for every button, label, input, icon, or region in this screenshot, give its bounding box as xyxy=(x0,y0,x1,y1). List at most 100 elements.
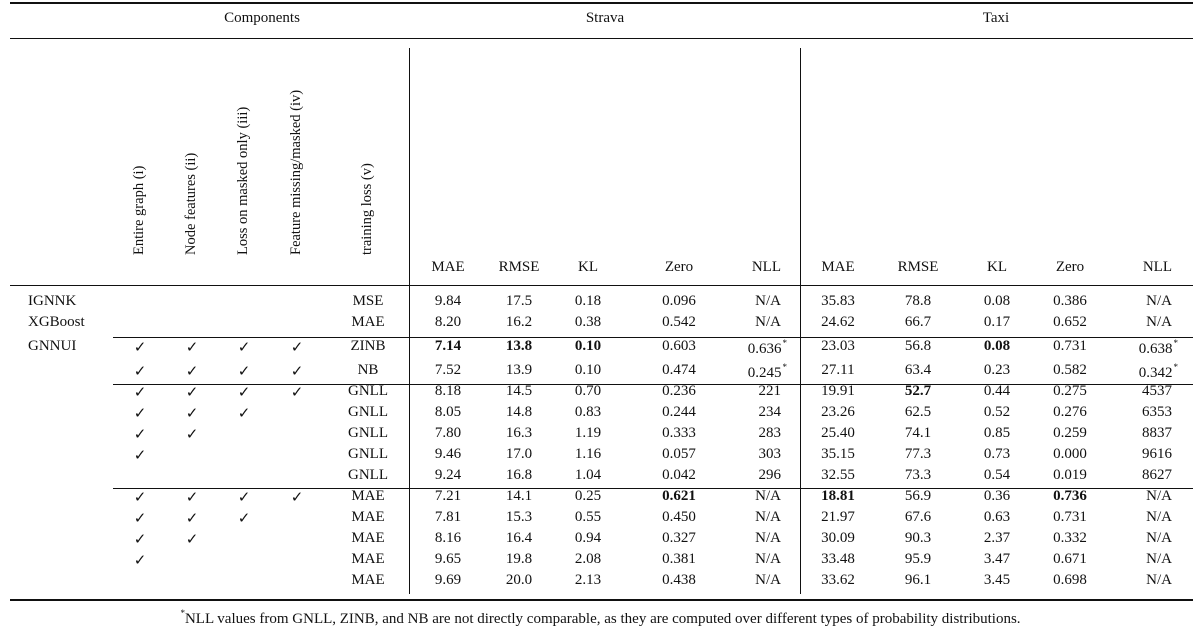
taxi-cell: 56.8 xyxy=(905,338,931,355)
cell-value: 9.24 xyxy=(434,467,462,483)
strava-cell: 1.19 xyxy=(575,425,601,442)
taxi-cell: 35.83 xyxy=(821,293,855,310)
cell-value: 74.1 xyxy=(904,425,932,441)
strava-cell: 0.55 xyxy=(575,509,601,526)
metric-header-strava: Zero xyxy=(664,259,694,275)
strava-cell: 17.0 xyxy=(506,446,532,463)
cell-value: 303 xyxy=(758,446,782,462)
cell-value: 7.52 xyxy=(434,362,462,378)
cell-value: 9.65 xyxy=(434,551,462,567)
strava-cell: 16.3 xyxy=(506,425,532,442)
taxi-cell: 19.91 xyxy=(821,383,855,400)
strava-cell: 17.5 xyxy=(506,293,532,310)
taxi-cell: 23.26 xyxy=(821,404,855,421)
cell-value: 8837 xyxy=(1142,425,1172,441)
check-mark-icon: ✓ xyxy=(185,532,199,548)
cell-value: 23.26 xyxy=(821,404,855,420)
cell-value: 0.333 xyxy=(662,425,696,441)
cell-value: 0.698 xyxy=(1053,572,1087,588)
cell-value: 296 xyxy=(758,467,782,483)
strava-cell: 0.18 xyxy=(575,293,601,310)
strava-cell: 0.333 xyxy=(662,425,696,442)
check-mark-icon: ✓ xyxy=(185,427,199,443)
taxi-cell: 56.9 xyxy=(905,488,931,505)
cell-value: 0.73 xyxy=(983,446,1011,462)
check-mark-icon: ✓ xyxy=(133,448,147,464)
taxi-cell: 21.97 xyxy=(821,509,855,526)
taxi-cell: 96.1 xyxy=(905,572,931,589)
cell-value: 1.19 xyxy=(574,425,602,441)
taxi-cell: 6353 xyxy=(1142,404,1172,421)
strava-cell: 13.9 xyxy=(506,362,532,379)
cell-value: 7.14 xyxy=(434,338,462,354)
cell-value: 0.731 xyxy=(1053,509,1087,525)
check-mark-icon: ✓ xyxy=(185,511,199,527)
cell-value: 95.9 xyxy=(904,551,932,567)
taxi-cell: 0.731 xyxy=(1053,338,1087,355)
taxi-cell: 0.386 xyxy=(1053,293,1087,310)
cell-value: 8.18 xyxy=(434,383,462,399)
cell-value: 0.474 xyxy=(662,362,696,378)
taxi-cell: 77.3 xyxy=(905,446,931,463)
taxi-cell: 90.3 xyxy=(905,530,931,547)
strava-cell: 9.46 xyxy=(435,446,461,463)
cell-value: 8.20 xyxy=(434,314,462,330)
training-loss: GNLL xyxy=(348,467,388,483)
taxi-cell: 78.8 xyxy=(905,293,931,310)
training-loss: MAE xyxy=(351,530,385,546)
strava-cell: N/A xyxy=(755,509,781,526)
cell-value: 9.69 xyxy=(434,572,462,588)
taxi-cell: 25.40 xyxy=(821,425,855,442)
cell-value: 6353 xyxy=(1142,404,1172,420)
cell-value: 4537 xyxy=(1142,383,1172,399)
check-mark-icon: ✓ xyxy=(290,364,304,380)
metric-header-taxi: NLL xyxy=(1142,259,1172,275)
taxi-cell: 0.259 xyxy=(1053,425,1087,442)
taxi-cell: 0.332 xyxy=(1053,530,1087,547)
check-mark-icon: ✓ xyxy=(290,490,304,506)
taxi-cell: 0.000 xyxy=(1053,446,1087,463)
cell-value: 8.16 xyxy=(434,530,462,546)
cell-value: 0.096 xyxy=(662,293,696,309)
strava-cell: 9.65 xyxy=(435,551,461,568)
check-mark-icon: ✓ xyxy=(185,490,199,506)
taxi-cell: 0.73 xyxy=(984,446,1010,463)
check-mark-icon: ✓ xyxy=(237,511,251,527)
strava-cell: 303 xyxy=(759,446,782,463)
check-mark-icon: ✓ xyxy=(290,385,304,401)
check-mark-icon: ✓ xyxy=(133,490,147,506)
cell-value: N/A xyxy=(1146,293,1172,309)
footnote-text: NLL values from GNLL, ZINB, and NB are n… xyxy=(184,611,1021,627)
cell-value: 62.5 xyxy=(904,404,932,420)
cell-value: 56.9 xyxy=(904,488,932,504)
strava-cell: 0.042 xyxy=(662,467,696,484)
group-header-taxi: Taxi xyxy=(982,10,1010,26)
taxi-cell: 0.019 xyxy=(1053,467,1087,484)
taxi-cell: 0.54 xyxy=(984,467,1010,484)
cell-value: 18.81 xyxy=(821,488,855,504)
cell-value: 0.582 xyxy=(1053,362,1087,378)
cell-value: 17.0 xyxy=(505,446,533,462)
cell-value: 0.08 xyxy=(983,338,1011,354)
strava-cell: 0.474 xyxy=(662,362,696,379)
strava-cell: 14.5 xyxy=(506,383,532,400)
metric-header-taxi: Zero xyxy=(1055,259,1085,275)
cell-value: 8627 xyxy=(1142,467,1172,483)
cell-value: 283 xyxy=(758,425,782,441)
strava-cell: 0.244 xyxy=(662,404,696,421)
cell-value: 0.342 xyxy=(1138,365,1173,381)
cell-value: 0.603 xyxy=(662,338,696,354)
strava-cell: 0.057 xyxy=(662,446,696,463)
taxi-cell: 0.85 xyxy=(984,425,1010,442)
cell-value: 3.47 xyxy=(983,551,1011,567)
strava-cell: 0.327 xyxy=(662,530,696,547)
check-mark-icon: ✓ xyxy=(237,406,251,422)
group-header-components: Components xyxy=(224,10,300,26)
cell-value: 0.17 xyxy=(983,314,1011,330)
check-mark-icon: ✓ xyxy=(185,385,199,401)
taxi-cell: 66.7 xyxy=(905,314,931,331)
cell-value: 0.621 xyxy=(662,488,696,504)
cell-value: 17.5 xyxy=(505,293,533,309)
cell-value: 0.236 xyxy=(662,383,696,399)
strava-cell: 0.25 xyxy=(575,488,601,505)
